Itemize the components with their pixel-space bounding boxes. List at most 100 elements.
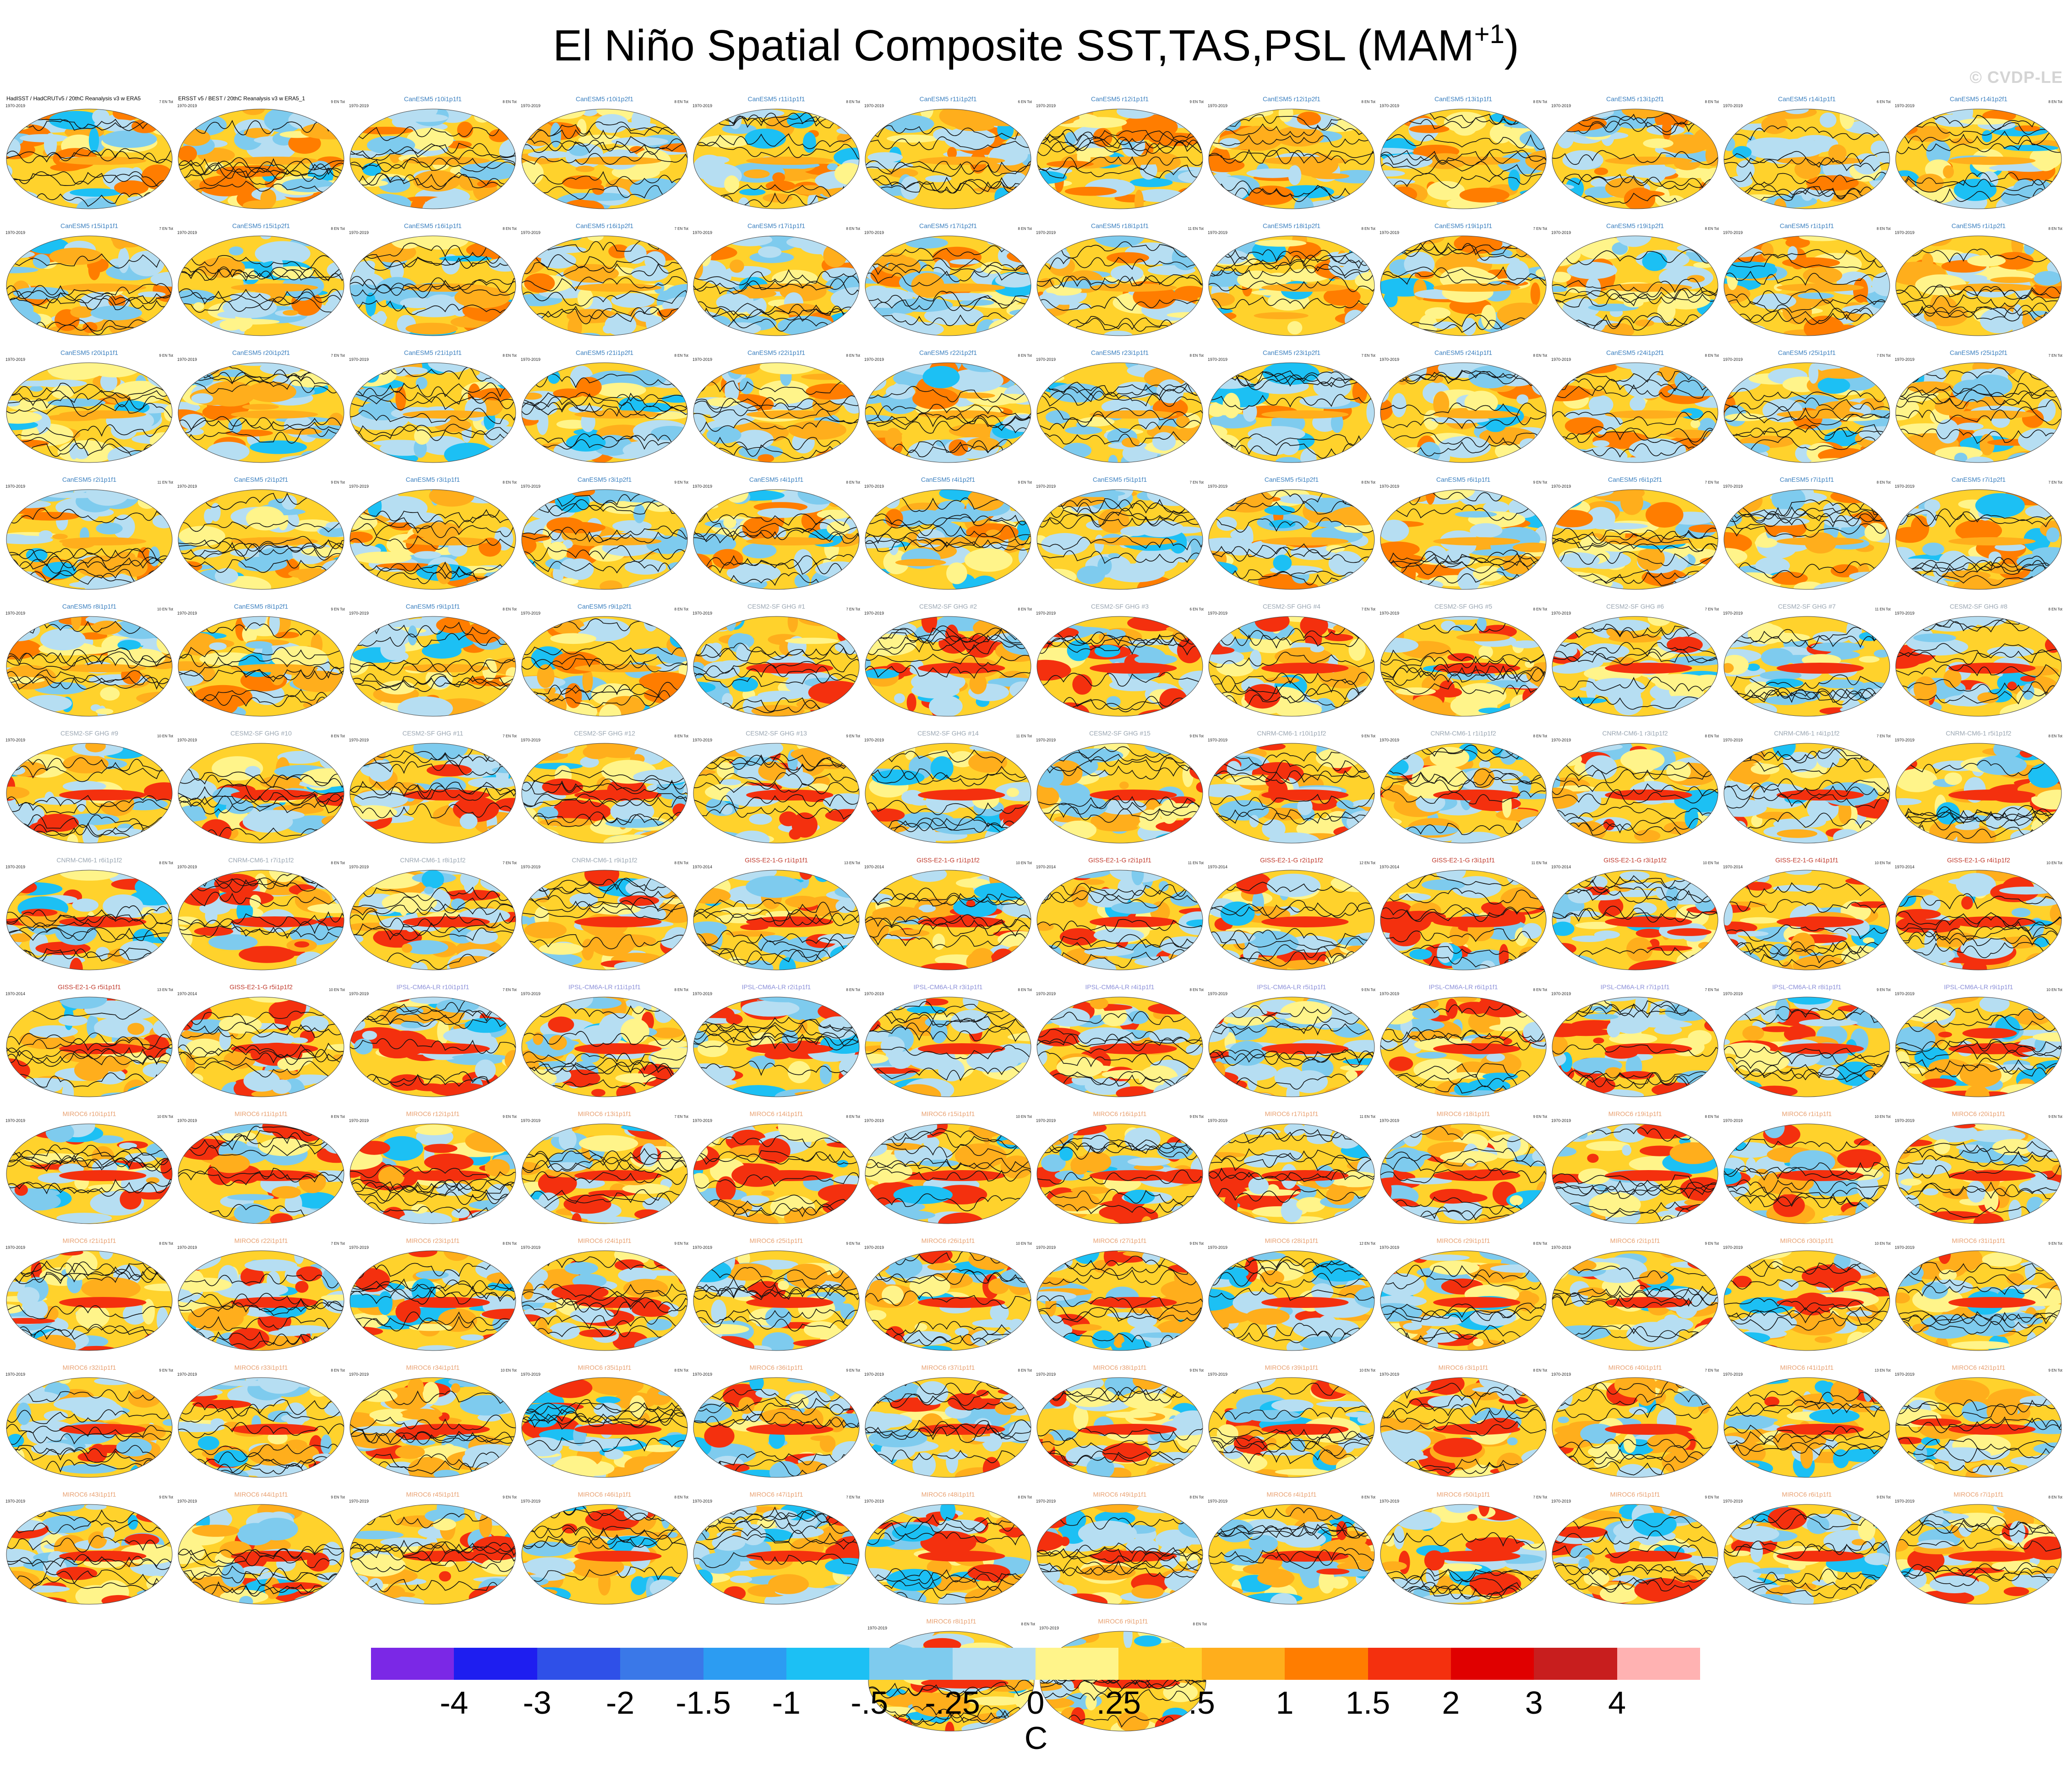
map-panel: MIROC6 r25i1p1f1 1970-2019 9 EN Tot [691,1233,862,1352]
composite-map [1208,489,1375,590]
panel-years: 1970-2019 [1036,104,1056,108]
map-panel: CanESM5 r18i1p1f1 1970-2019 11 EN Tot [1034,218,1205,338]
panel-years: 1970-2019 [1036,991,1056,996]
panel-stats: 8 EN Tot [2048,100,2062,104]
panel-stats: 9 EN Tot [331,100,345,104]
panel-years: 1970-2019 [349,1499,369,1504]
panel-years: 1970-2014 [864,865,884,869]
panel-years: 1970-2019 [864,1372,884,1377]
map-panel: MIROC6 r14i1p1f1 1970-2019 8 EN Tot [691,1106,862,1226]
panel-years: 1970-2019 [1551,611,1571,616]
panel-title: CanESM5 r10i1p1f1 [403,95,462,103]
panel-years: 1970-2019 [1036,484,1056,489]
composite-map [1036,997,1203,1097]
composite-map [693,1250,860,1351]
map-panel: CanESM5 r10i1p2f1 1970-2019 8 EN Tot [519,92,690,211]
composite-map [521,235,688,336]
panel-title: MIROC6 r18i1p1f1 [1436,1110,1490,1117]
panel-title: CanESM5 r5i1p2f1 [1264,476,1319,483]
panel-stats: 11 EN Tot [1531,861,1547,865]
panel-title: CESM2-SF GHG #14 [917,730,979,737]
map-panel: CESM2-SF GHG #14 1970-2019 11 EN Tot [862,726,1034,845]
map-panel: CanESM5 r20i1p2f1 1970-2019 7 EN Tot [175,345,347,464]
panel-stats: 7 EN Tot [502,861,517,865]
composite-map [1552,997,1718,1097]
composite-map [1723,362,1890,463]
map-panel: MIROC6 r28i1p1f1 1970-2019 12 EN Tot [1206,1233,1377,1352]
panel-stats: 9 EN Tot [846,734,860,738]
composite-map [1895,997,2062,1097]
map-panel: CanESM5 r22i1p2f1 1970-2019 8 EN Tot [862,345,1034,464]
composite-map [6,1250,173,1351]
panel-years: 1970-2019 [1551,357,1571,362]
map-panel: MIROC6 r48i1p1f1 1970-2019 8 EN Tot [862,1487,1034,1606]
map-panel: CanESM5 r19i1p2f1 1970-2019 8 EN Tot [1549,218,1721,338]
map-panel: CanESM5 r19i1p1f1 1970-2019 7 EN Tot [1378,218,1549,338]
panel-title: MIROC6 r50i1p1f1 [1436,1491,1490,1498]
map-panel: CanESM5 r9i1p2f1 1970-2019 8 EN Tot [519,599,690,718]
map-panel: CanESM5 r25i1p1f1 1970-2019 7 EN Tot [1721,345,1892,464]
composite-map [693,362,860,463]
composite-map [349,1377,516,1478]
map-panel: MIROC6 r1i1p1f1 1970-2019 10 EN Tot [1721,1106,1892,1226]
panel-years: 1970-2019 [1208,738,1228,742]
composite-map [521,362,688,463]
panel-years: 1970-2019 [521,991,541,996]
composite-map [1380,1504,1547,1605]
composite-map [521,1250,688,1351]
panel-title: CanESM5 r16i1p2f1 [575,222,634,229]
panel-title: CESM2-SF GHG #13 [746,730,807,737]
panel-title: GISS-E2-1-G r4i1p1f1 [1775,856,1838,864]
panel-title: CanESM5 r24i1p2f1 [1606,349,1664,356]
panel-stats: 10 EN Tot [2046,861,2062,865]
composite-map [865,870,1031,970]
panel-stats: 9 EN Tot [1361,988,1375,992]
map-panel: MIROC6 r26i1p1f1 1970-2019 10 EN Tot [862,1233,1034,1352]
panel-years: 1970-2019 [521,1499,541,1504]
panel-stats: 7 EN Tot [1533,227,1547,231]
panel-years: 1970-2019 [349,357,369,362]
map-panel: CNRM-CM6-1 r1i1p1f2 1970-2019 8 EN Tot [1378,726,1549,845]
composite-map [178,1123,344,1224]
composite-map [1895,489,2062,590]
panel-stats: 8 EN Tot [502,227,517,231]
panel-title: CESM2-SF GHG #9 [60,730,119,737]
panel-stats: 9 EN Tot [846,1242,860,1246]
panel-years: 1970-2019 [1895,611,1915,616]
composite-map [1036,1377,1203,1478]
panel-title: MIROC6 r17i1p1f1 [1265,1110,1319,1117]
panel-stats: 8 EN Tot [1021,1622,1035,1626]
map-panel: IPSL-CM6A-LR r4i1p1f1 1970-2019 8 EN Tot [1034,980,1205,1099]
panel-title: CanESM5 r4i1p1f1 [749,476,804,483]
panel-title: CESM2-SF GHG #10 [230,730,292,737]
map-panel: MIROC6 r47i1p1f1 1970-2019 7 EN Tot [691,1487,862,1606]
panel-years: 1970-2019 [349,1372,369,1377]
map-panel: CanESM5 r17i1p2f1 1970-2019 8 EN Tot [862,218,1034,338]
panel-years: 1970-2019 [1208,991,1228,996]
panel-years: 1970-2019 [1036,738,1056,742]
panel-stats: 8 EN Tot [846,1115,860,1119]
panel-years: 1970-2019 [1036,230,1056,235]
panel-stats: 11 EN Tot [1016,734,1032,738]
panel-title: MIROC6 r24i1p1f1 [578,1237,632,1244]
panel-title: MIROC6 r1i1p1f1 [1782,1110,1832,1117]
panel-years: 1970-2019 [1380,738,1400,742]
panel-stats: 9 EN Tot [159,1495,173,1499]
panel-years: 1970-2019 [692,230,713,235]
composite-map [1036,1123,1203,1224]
panel-years: 1970-2019 [349,230,369,235]
panel-stats: 7 EN Tot [2048,480,2062,485]
panel-stats: 9 EN Tot [2048,1242,2062,1246]
map-panel: MIROC6 r30i1p1f1 1970-2019 10 EN Tot [1721,1233,1892,1352]
composite-map [521,1123,688,1224]
panel-title: CanESM5 r23i1p2f1 [1262,349,1321,356]
map-panel: CanESM5 r2i1p2f1 1970-2019 9 EN Tot [175,472,347,591]
panel-years: 1970-2019 [1208,230,1228,235]
composite-map [1036,489,1203,590]
panel-stats: 6 EN Tot [1018,100,1032,104]
panel-title: CanESM5 r8i1p2f1 [234,603,289,610]
composite-map [1208,616,1375,717]
colorbar-tick-label: 1.5 [1345,1685,1390,1721]
map-panel: MIROC6 r36i1p1f1 1970-2019 9 EN Tot [691,1360,862,1479]
panel-years: 1970-2019 [521,738,541,742]
